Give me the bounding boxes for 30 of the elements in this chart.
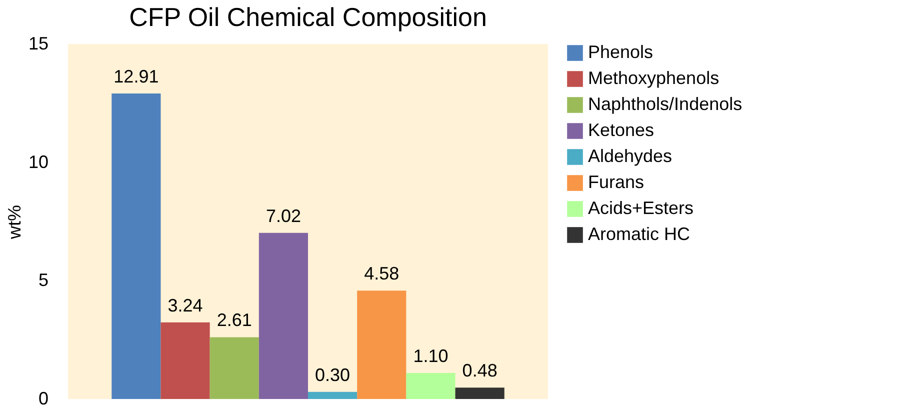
bar [258,232,308,399]
y-tick-label: 5 [38,270,48,290]
data-label: 4.58 [364,264,400,284]
legend-label: Phenols [588,42,654,62]
bar [455,388,504,399]
legend-label: Naphthols/Indenols [588,94,742,114]
data-label: 1.10 [413,346,448,366]
data-label: 3.24 [168,295,203,316]
y-axis-title: wt% [4,204,24,240]
bar [308,392,358,399]
y-tick-label: 0 [38,388,48,408]
legend-label: Methoxyphenols [588,68,720,88]
legend-label: Furans [588,172,644,192]
legend-label: Aldehydes [588,146,672,166]
bar [112,93,161,399]
data-label: 2.61 [216,310,252,330]
data-label: 0.48 [462,360,498,381]
bar [357,290,406,399]
chart-title: CFP Oil Chemical Composition [129,2,487,32]
y-tick-label: 10 [28,152,48,172]
bar [210,337,259,399]
bar [406,372,456,399]
data-label: 7.02 [266,206,301,226]
y-tick-label: 15 [28,34,48,54]
data-label: 0.30 [315,364,350,385]
legend-label: Ketones [588,120,654,140]
legend-label: Acids+Esters [588,198,694,218]
legend-label: Aromatic HC [588,224,690,244]
data-label: 12.91 [114,66,159,86]
bar [160,322,210,399]
